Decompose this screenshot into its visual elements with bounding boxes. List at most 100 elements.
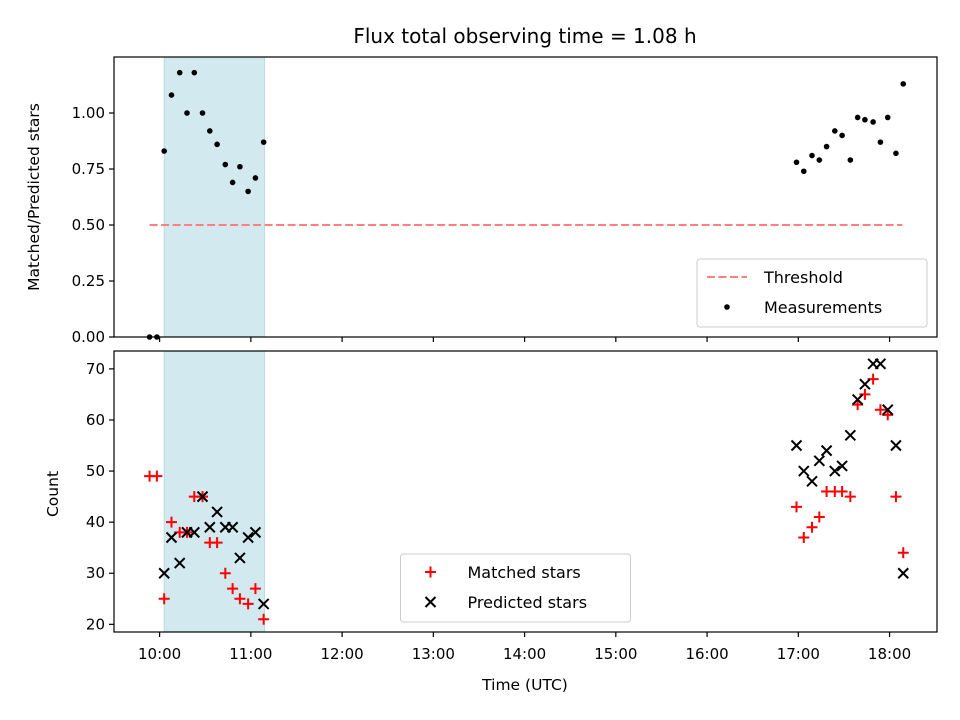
- predicted-stars-point: [890, 439, 902, 452]
- predicted-stars-point: [196, 490, 209, 503]
- measurement-point: [839, 132, 845, 139]
- measurement-point: [229, 179, 236, 186]
- y-tick-label: 0.75: [72, 160, 105, 178]
- predicted-stars-point: [897, 567, 909, 579]
- predicted-stars-point: [165, 531, 178, 544]
- measurement-point: [877, 139, 884, 145]
- predicted-stars-point: [790, 439, 803, 452]
- legend-box: [696, 258, 928, 328]
- measurement-point: [809, 152, 815, 159]
- matched-stars-point: [813, 511, 825, 523]
- x-tick-label: 16:00: [685, 645, 728, 663]
- y-tick-label: 0.00: [72, 328, 105, 346]
- chart-title: Flux total observing time = 1.08 h: [353, 24, 696, 48]
- matched-stars-point: [165, 516, 177, 528]
- predicted-stars-point: [204, 521, 216, 533]
- measurement-point: [854, 114, 861, 121]
- measurement-point: [893, 150, 899, 157]
- predicted-stars-point: [882, 404, 894, 416]
- matched-stars-point: [806, 521, 818, 533]
- measurement-point: [816, 157, 823, 163]
- bottom-y-axis-title: Count: [44, 471, 62, 517]
- x-tick-label: 12:00: [320, 645, 363, 663]
- matched-stars-point: [897, 547, 909, 559]
- predicted-stars-point: [188, 526, 201, 539]
- predicted-stars-point: [234, 552, 246, 564]
- predicted-stars-point: [242, 531, 254, 544]
- matched-stars-point: [158, 593, 170, 605]
- predicted-stars-point: [844, 429, 857, 442]
- matched-stars-point: [844, 491, 856, 503]
- legend-matched-handle: [425, 566, 436, 578]
- y-tick-label: 50: [86, 462, 105, 480]
- x-tick-label: 17:00: [777, 645, 820, 663]
- measurement-point: [884, 114, 891, 121]
- y-tick-label: 30: [86, 564, 105, 582]
- measurement-point: [199, 110, 206, 116]
- y-tick-label: 40: [86, 513, 105, 531]
- x-tick-label: 11:00: [229, 645, 272, 663]
- predicted-stars-point: [829, 465, 841, 477]
- observing-interval-shade: [163, 56, 266, 338]
- matched-stars-point: [852, 399, 864, 411]
- legend-measurements-handle: [724, 304, 730, 310]
- legend-label: Threshold: [763, 268, 843, 287]
- measurement-point: [176, 69, 183, 76]
- matched-stars-point: [790, 501, 802, 513]
- matched-stars-point: [836, 486, 848, 497]
- y-tick-label: 60: [86, 411, 105, 429]
- measurement-point: [862, 116, 868, 123]
- y-tick-label: 0.50: [72, 216, 105, 234]
- measurement-point: [900, 81, 907, 87]
- measurement-point: [260, 139, 267, 145]
- matched-stars-point: [798, 531, 810, 543]
- matched-stars-point: [890, 491, 902, 503]
- predicted-stars-point: [257, 598, 270, 610]
- legend: Threshold Measurements: [696, 258, 928, 328]
- x-tick-label: 15:00: [594, 645, 637, 663]
- matched-stars-point: [249, 583, 261, 595]
- measurement-point: [184, 110, 190, 116]
- predicted-stars-point: [173, 557, 186, 569]
- measurement-point: [191, 69, 198, 76]
- measurement-point: [252, 175, 259, 181]
- ratio-panel: 0.00 0.25 0.50 0.75 1.00 Threshold Measurement…: [72, 56, 938, 346]
- measurement-point: [793, 159, 800, 166]
- matched-stars-point: [258, 613, 270, 625]
- predicted-stars-point: [820, 444, 833, 457]
- legend-predicted-handle: [424, 596, 437, 608]
- x-tick-label: 13:00: [412, 645, 455, 663]
- predicted-stars-point: [211, 506, 223, 518]
- matched-stars-point: [219, 567, 231, 579]
- y-tick-label: 0.25: [72, 272, 105, 290]
- measurement-point: [168, 92, 175, 98]
- matched-stars-point: [211, 537, 223, 549]
- matched-stars-point: [242, 598, 254, 610]
- y-tick-label: 20: [86, 615, 105, 633]
- count-panel: 20 30 40 50 60 70 10:00 11:00 12:00 13:00 14:00 15:…: [86, 350, 938, 663]
- predicted-stars-point: [859, 378, 871, 390]
- y-tick-label: 70: [86, 360, 105, 378]
- measurement-point: [847, 157, 854, 163]
- legend-label: Predicted stars: [468, 593, 588, 612]
- y-tick-label: 1.00: [72, 104, 105, 122]
- predicted-stars-point: [851, 393, 864, 406]
- measurement-point: [800, 168, 807, 175]
- matched-stars-point: [874, 404, 886, 416]
- measurement-point: [823, 143, 830, 150]
- axes-frame: [113, 56, 938, 338]
- matched-stars-point: [227, 583, 239, 595]
- measurement-point: [214, 141, 220, 148]
- measurement-point: [237, 163, 243, 170]
- predicted-stars-point: [806, 475, 818, 487]
- legend-label: Measurements: [764, 298, 882, 317]
- matched-stars-point: [234, 593, 246, 605]
- axes-frame: [113, 350, 938, 633]
- predicted-stars-point: [226, 521, 239, 533]
- predicted-stars-point: [813, 455, 826, 467]
- matched-stars-point: [151, 470, 163, 482]
- x-tick-label: 18:00: [868, 645, 911, 663]
- predicted-stars-point: [249, 526, 262, 539]
- matched-stars-point: [882, 409, 894, 421]
